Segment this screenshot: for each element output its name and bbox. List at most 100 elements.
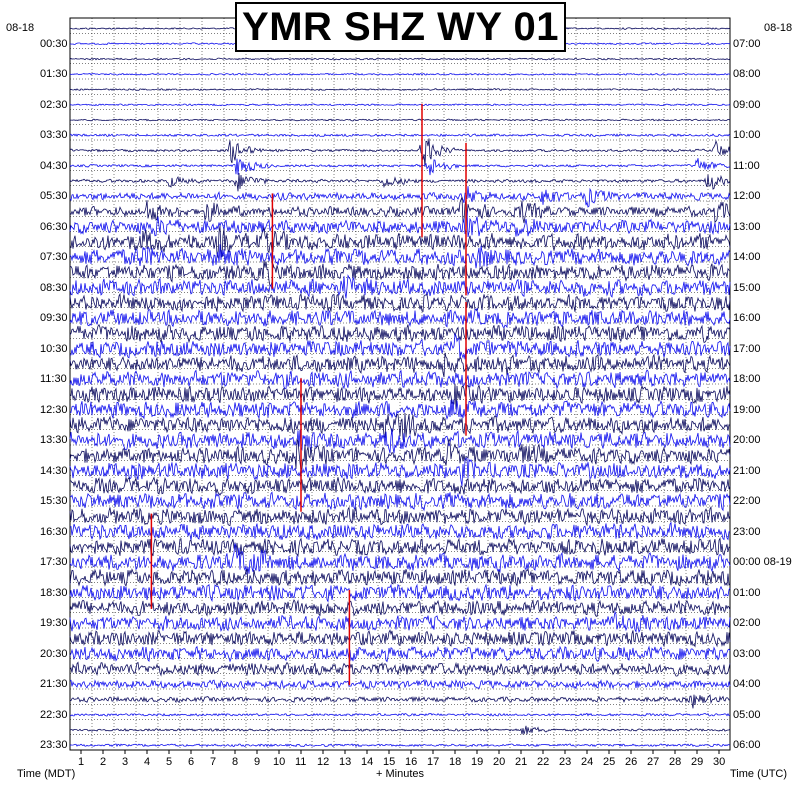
x-tick-label: 9 bbox=[254, 756, 261, 768]
x-tick-label: 25 bbox=[603, 756, 616, 768]
left-time-label: 02:30 bbox=[40, 98, 68, 111]
x-tick-label: 21 bbox=[515, 756, 528, 768]
trace-row bbox=[69, 260, 731, 287]
trace-row bbox=[70, 72, 731, 76]
x-tick-label: 26 bbox=[625, 756, 638, 768]
trace-row bbox=[69, 133, 731, 138]
trace-row bbox=[69, 645, 731, 663]
x-tick-label: 2 bbox=[100, 756, 107, 768]
trace-row bbox=[69, 274, 731, 299]
trace-row bbox=[69, 383, 731, 410]
right-time-label: 18:00 bbox=[733, 373, 761, 386]
left-time-label: 16:30 bbox=[40, 525, 68, 538]
left-time-label: 10:30 bbox=[40, 342, 68, 355]
trace-row bbox=[69, 661, 731, 677]
left-time-label: 15:30 bbox=[40, 495, 68, 508]
date-right-label: 08-18 bbox=[764, 22, 793, 34]
left-time-label: 07:30 bbox=[40, 251, 68, 264]
date-left-label: 08-18 bbox=[6, 22, 35, 34]
x-tick-label: 24 bbox=[581, 756, 594, 768]
x-tick-label: 23 bbox=[559, 756, 572, 768]
trace-row bbox=[69, 505, 731, 527]
right-time-label: 10:00 bbox=[733, 129, 761, 142]
event-marker-layer bbox=[150, 103, 467, 686]
right-time-label: 09:00 bbox=[733, 98, 761, 111]
trace-row bbox=[69, 172, 731, 192]
trace-row bbox=[69, 599, 731, 617]
trace-row bbox=[69, 712, 730, 717]
x-tick-label: 11 bbox=[295, 756, 307, 768]
left-time-label: 20:30 bbox=[40, 647, 68, 660]
x-tick-label: 15 bbox=[383, 756, 396, 768]
right-time-label: 22:00 bbox=[733, 495, 761, 508]
left-time-label: 05:30 bbox=[40, 190, 68, 203]
x-tick-label: 16 bbox=[405, 756, 418, 768]
right-time-label: 06:00 bbox=[733, 739, 761, 752]
trace-row bbox=[69, 88, 731, 91]
left-time-label: 13:30 bbox=[40, 434, 68, 447]
x-tick-label: 7 bbox=[210, 756, 217, 768]
x-tick-label: 17 bbox=[427, 756, 440, 768]
trace-row bbox=[69, 118, 731, 122]
right-time-label: 16:00 bbox=[733, 312, 761, 325]
trace-row bbox=[69, 543, 731, 576]
right-time-label: 20:00 bbox=[733, 434, 761, 447]
left-time-label: 23:30 bbox=[40, 739, 68, 752]
trace-row bbox=[69, 399, 731, 421]
x-tick-label: 27 bbox=[647, 756, 660, 768]
trace-row bbox=[69, 196, 731, 224]
left-time-label: 18:30 bbox=[40, 586, 68, 599]
trace-row bbox=[69, 103, 731, 107]
trace-row bbox=[69, 629, 731, 648]
left-time-label: 03:30 bbox=[40, 129, 68, 142]
right-time-label: 15:00 bbox=[733, 281, 761, 294]
right-time-label: 19:00 bbox=[733, 403, 761, 416]
right-time-label: 14:00 bbox=[733, 251, 761, 264]
trace-row bbox=[69, 225, 731, 258]
left-time-label: 04:30 bbox=[40, 159, 68, 172]
trace-row bbox=[69, 186, 731, 208]
left-time-label: 21:30 bbox=[40, 678, 68, 691]
trace-row bbox=[69, 583, 731, 603]
x-tick-label: 12 bbox=[317, 756, 330, 768]
trace-row bbox=[69, 138, 731, 167]
right-time-label: 11:00 bbox=[733, 159, 760, 172]
x-tick-label: 19 bbox=[471, 756, 484, 768]
right-time-label: 23:00 bbox=[733, 525, 761, 538]
left-time-label: 06:30 bbox=[40, 220, 68, 233]
chart-title: YMR SHZ WY 01 bbox=[242, 4, 559, 49]
trace-row bbox=[69, 412, 731, 443]
x-tick-label: 30 bbox=[713, 756, 726, 768]
right-time-label: 05:00 bbox=[733, 708, 761, 721]
trace-row bbox=[69, 57, 731, 61]
x-tick-label: 14 bbox=[361, 756, 374, 768]
trace-row bbox=[69, 743, 731, 748]
left-time-label: 22:30 bbox=[40, 708, 68, 721]
x-tick-label: 6 bbox=[188, 756, 195, 768]
trace-row bbox=[69, 536, 731, 558]
right-time-label: 02:00 bbox=[733, 617, 761, 630]
right-time-label: 17:00 bbox=[733, 342, 761, 355]
x-tick-label: 20 bbox=[493, 756, 506, 768]
left-time-label: 08:30 bbox=[40, 281, 68, 294]
right-time-label: 07:00 bbox=[733, 37, 761, 50]
x-axis-left-label: Time (MDT) bbox=[17, 768, 76, 780]
left-time-label: 12:30 bbox=[40, 403, 68, 416]
trace-row bbox=[69, 158, 731, 176]
trace-row bbox=[69, 694, 731, 709]
trace-row bbox=[69, 725, 731, 735]
x-tick-label: 22 bbox=[537, 756, 550, 768]
right-time-label: 21:00 bbox=[733, 464, 761, 477]
trace-row bbox=[69, 210, 731, 238]
tick-layer bbox=[80, 750, 720, 754]
left-time-label: 17:30 bbox=[40, 556, 68, 569]
trace-row bbox=[69, 369, 731, 390]
right-time-label: 08:00 bbox=[733, 68, 761, 81]
x-tick-label: 29 bbox=[691, 756, 704, 768]
left-time-label: 19:30 bbox=[40, 617, 68, 630]
right-time-label: 03:00 bbox=[733, 647, 761, 660]
trace-row bbox=[69, 323, 731, 344]
x-tick-label: 8 bbox=[232, 756, 239, 768]
trace-row bbox=[69, 428, 731, 454]
